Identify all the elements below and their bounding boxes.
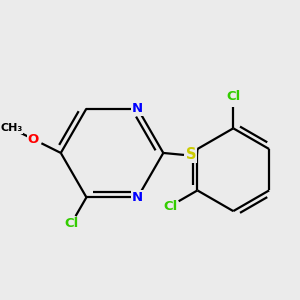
Text: N: N: [132, 102, 143, 115]
Text: Cl: Cl: [226, 90, 240, 103]
Text: S: S: [186, 147, 196, 162]
Text: O: O: [28, 133, 39, 146]
Text: CH₃: CH₃: [0, 123, 22, 133]
Text: Cl: Cl: [163, 200, 177, 213]
Text: N: N: [132, 191, 143, 204]
Text: Cl: Cl: [64, 217, 78, 230]
